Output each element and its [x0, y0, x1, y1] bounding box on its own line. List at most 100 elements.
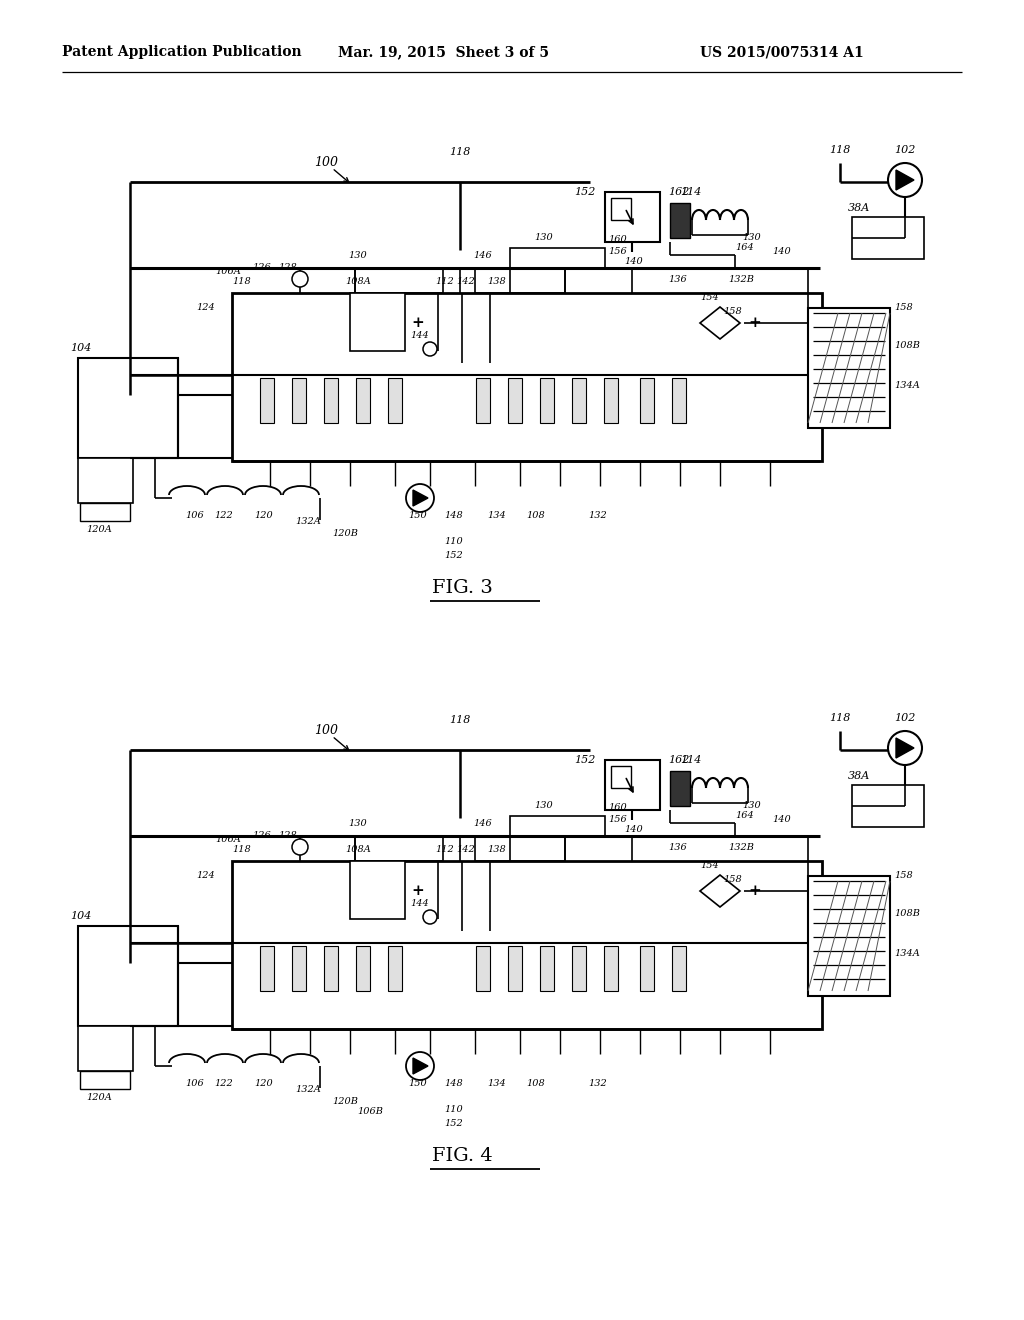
- Text: 120A: 120A: [86, 525, 112, 535]
- Bar: [356, 378, 370, 422]
- Text: 114: 114: [680, 187, 701, 197]
- Text: 144: 144: [410, 331, 429, 341]
- Polygon shape: [896, 170, 914, 190]
- Text: 108: 108: [526, 1080, 546, 1089]
- Text: 38A: 38A: [848, 771, 870, 781]
- Text: 130: 130: [742, 800, 761, 809]
- Bar: [604, 946, 618, 991]
- Bar: [476, 378, 490, 422]
- Bar: [476, 946, 490, 991]
- Text: +: +: [748, 884, 761, 898]
- Text: 108: 108: [526, 511, 546, 520]
- Text: 120A: 120A: [86, 1093, 112, 1102]
- Text: 112: 112: [435, 845, 454, 854]
- Bar: [572, 946, 586, 991]
- Text: 100: 100: [314, 157, 338, 169]
- Bar: [388, 378, 402, 422]
- Text: 112: 112: [435, 276, 454, 285]
- Text: Mar. 19, 2015  Sheet 3 of 5: Mar. 19, 2015 Sheet 3 of 5: [338, 45, 549, 59]
- Text: 158: 158: [894, 871, 912, 880]
- Bar: [604, 378, 618, 422]
- Text: 124: 124: [196, 302, 215, 312]
- Bar: [672, 946, 686, 991]
- Text: 120: 120: [255, 511, 273, 520]
- Bar: [475, 836, 565, 861]
- Text: 134: 134: [487, 511, 507, 520]
- Bar: [475, 268, 565, 293]
- Circle shape: [423, 909, 437, 924]
- Bar: [78, 458, 133, 503]
- Text: 140: 140: [624, 825, 643, 834]
- Text: 108B: 108B: [894, 909, 920, 919]
- Text: 132: 132: [589, 511, 607, 520]
- Bar: [508, 946, 522, 991]
- Text: 120: 120: [255, 1080, 273, 1089]
- Bar: [540, 378, 554, 422]
- Text: +: +: [748, 315, 761, 330]
- Text: 144: 144: [410, 899, 429, 908]
- Polygon shape: [413, 1059, 428, 1074]
- Text: 120B: 120B: [332, 1097, 358, 1106]
- Bar: [808, 308, 890, 428]
- Text: 134: 134: [487, 1080, 507, 1089]
- Text: 130: 130: [348, 252, 367, 260]
- Bar: [80, 1071, 130, 1089]
- Text: 118: 118: [232, 845, 251, 854]
- Text: 158: 158: [894, 304, 912, 313]
- Circle shape: [888, 162, 922, 197]
- Bar: [388, 946, 402, 991]
- Text: Patent Application Publication: Patent Application Publication: [62, 45, 302, 59]
- Text: 140: 140: [772, 248, 791, 256]
- Text: 108A: 108A: [345, 845, 371, 854]
- Bar: [78, 927, 178, 1026]
- Text: 160: 160: [608, 235, 627, 244]
- Text: 136: 136: [668, 842, 687, 851]
- Text: 114: 114: [680, 755, 701, 766]
- Bar: [292, 378, 306, 422]
- Text: 152: 152: [444, 1119, 464, 1129]
- Text: 152: 152: [444, 552, 464, 561]
- Polygon shape: [700, 308, 740, 339]
- Bar: [232, 861, 822, 1030]
- Bar: [605, 191, 660, 242]
- Text: 104: 104: [70, 911, 91, 921]
- Bar: [852, 785, 924, 828]
- Text: 126: 126: [252, 832, 270, 841]
- Bar: [355, 268, 443, 293]
- Text: 142: 142: [456, 276, 475, 285]
- Text: FIG. 3: FIG. 3: [432, 579, 493, 597]
- Text: 138: 138: [487, 276, 506, 285]
- Polygon shape: [896, 738, 914, 758]
- Bar: [510, 248, 605, 268]
- Bar: [324, 946, 338, 991]
- Text: 146: 146: [473, 252, 492, 260]
- Text: 108B: 108B: [894, 342, 920, 351]
- Text: 110: 110: [444, 536, 464, 545]
- Bar: [350, 293, 406, 351]
- Bar: [611, 766, 631, 788]
- Text: 104: 104: [70, 343, 91, 352]
- Circle shape: [423, 342, 437, 356]
- Text: 134A: 134A: [894, 381, 920, 391]
- Text: +: +: [412, 884, 424, 898]
- Bar: [260, 946, 274, 991]
- Bar: [260, 378, 274, 422]
- Text: 120B: 120B: [332, 528, 358, 537]
- Text: 154: 154: [700, 293, 719, 302]
- Text: 106B: 106B: [357, 1106, 383, 1115]
- Bar: [510, 816, 605, 836]
- Bar: [572, 378, 586, 422]
- Text: 160: 160: [608, 804, 627, 813]
- Bar: [356, 946, 370, 991]
- Text: FIG. 4: FIG. 4: [432, 1147, 493, 1166]
- Bar: [508, 378, 522, 422]
- Text: 130: 130: [534, 800, 553, 809]
- Bar: [605, 760, 660, 810]
- Text: 140: 140: [772, 816, 791, 825]
- Text: 142: 142: [456, 845, 475, 854]
- Bar: [670, 203, 690, 238]
- Text: 118: 118: [450, 147, 471, 157]
- Text: 106: 106: [185, 511, 205, 520]
- Bar: [640, 378, 654, 422]
- Bar: [78, 1026, 133, 1071]
